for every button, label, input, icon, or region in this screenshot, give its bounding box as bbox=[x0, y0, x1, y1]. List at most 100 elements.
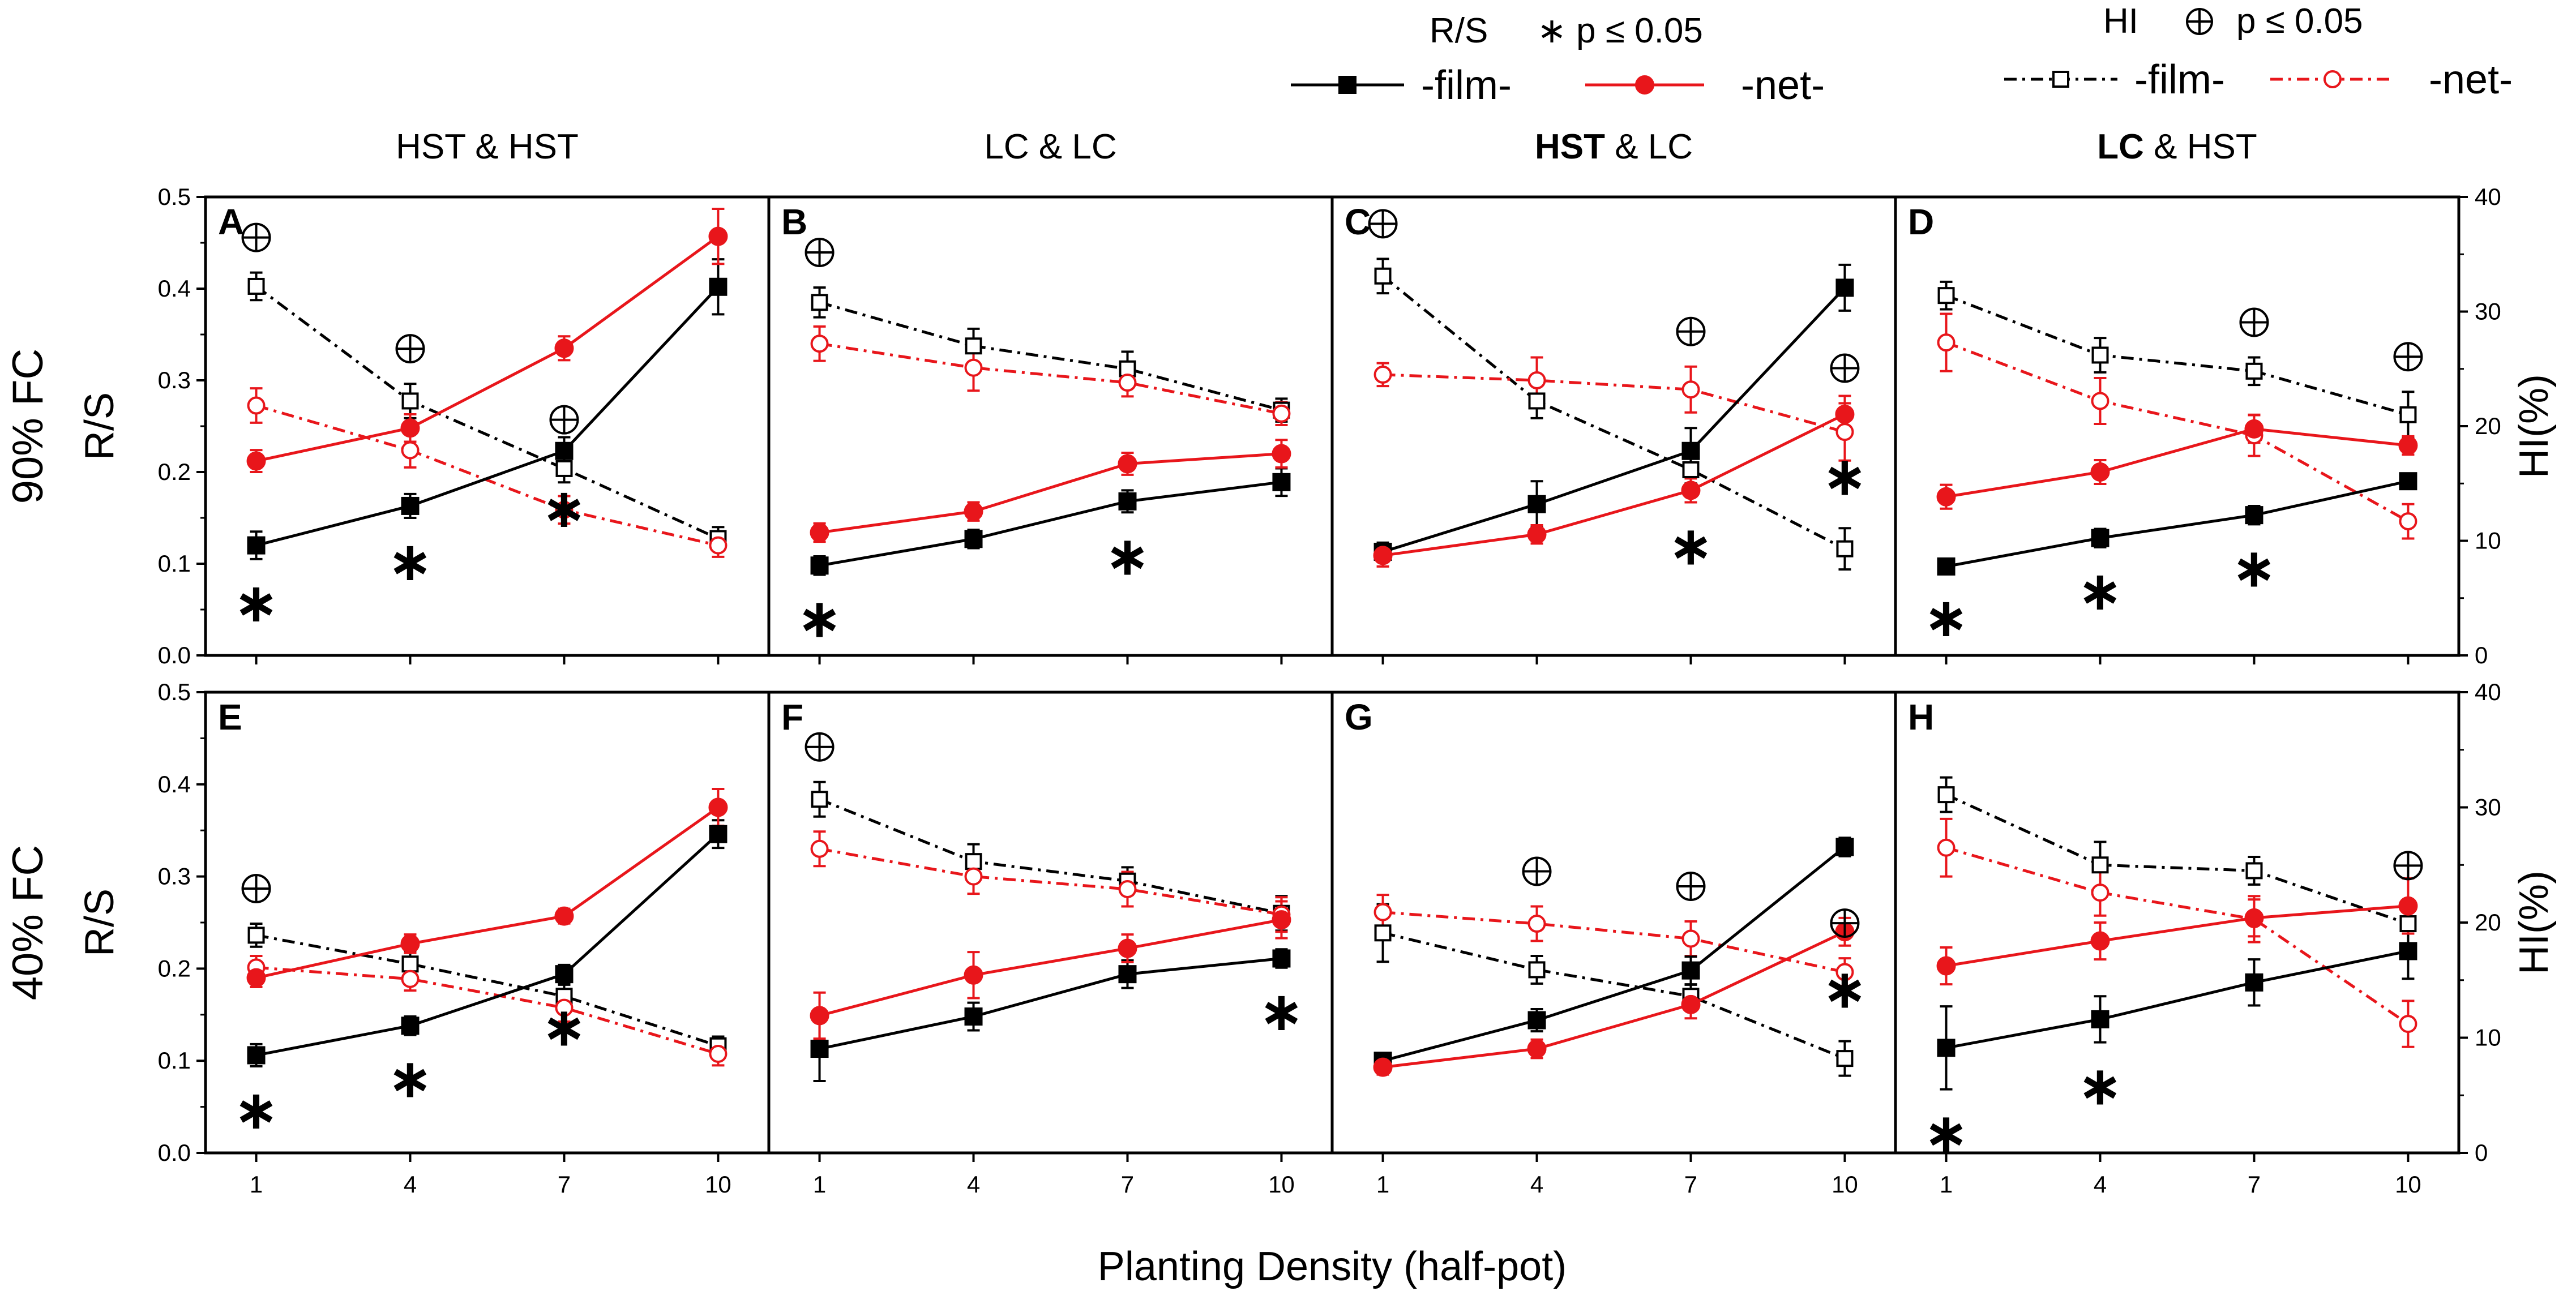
right-axis-tick-label: 30 bbox=[2475, 298, 2501, 325]
panel-letter: B bbox=[781, 201, 807, 242]
hi-net-point bbox=[1527, 371, 1546, 389]
rs-net-point bbox=[1936, 487, 1956, 507]
rs-film-point bbox=[1835, 278, 1854, 297]
rs-net-line bbox=[256, 235, 719, 463]
rs-net-point bbox=[2090, 462, 2110, 482]
hi-film-point bbox=[1682, 461, 1700, 478]
legend-rs-film-label: -film- bbox=[1421, 63, 1512, 108]
rs-film-point bbox=[247, 536, 266, 555]
right-axis-title: HI(%) bbox=[2511, 870, 2557, 975]
rs-net-point bbox=[1118, 454, 1137, 474]
legend-hi-film-label: -film- bbox=[2134, 57, 2225, 102]
rs-significance-star: ∗ bbox=[233, 1080, 279, 1140]
hi-net-line bbox=[1945, 341, 2409, 523]
hi-significance-oplus bbox=[1522, 856, 1552, 886]
right-axis-tick-label: 10 bbox=[2475, 527, 2501, 554]
hi-net-line bbox=[256, 966, 719, 1056]
panel-H: H ∗ ∗ bbox=[1908, 697, 2423, 1164]
left-axis-tick-label: 0.3 bbox=[158, 863, 191, 890]
panel-C: C ∗ ∗ bbox=[1345, 201, 1868, 576]
left-axis-title: R/S bbox=[77, 392, 122, 460]
rs-net-line bbox=[1946, 427, 2408, 499]
rs-net-point bbox=[1272, 444, 1291, 464]
hi-film-point bbox=[247, 927, 265, 944]
hi-significance-oplus bbox=[1676, 316, 1706, 346]
column-title-strong: HST bbox=[1535, 127, 1605, 166]
rs-significance-star: ∗ bbox=[1923, 1103, 1969, 1164]
hi-film-point bbox=[1374, 924, 1392, 942]
legend-rs-film-marker bbox=[1338, 76, 1357, 94]
hi-significance-oplus bbox=[805, 732, 835, 762]
rs-film-point bbox=[1527, 495, 1546, 513]
legend-hi-net-marker bbox=[2323, 70, 2342, 88]
hi-net-point bbox=[1527, 915, 1546, 933]
rs-significance-star: ∗ bbox=[233, 573, 279, 633]
hi-net-point bbox=[1118, 880, 1137, 898]
hi-net-point bbox=[1373, 903, 1392, 921]
hi-net-point bbox=[2091, 392, 2109, 410]
hi-film-line bbox=[819, 301, 1282, 412]
hi-net-point bbox=[401, 441, 420, 460]
hi-significance-oplus bbox=[1830, 908, 1860, 938]
rs-net-point bbox=[810, 522, 829, 542]
rs-significance-star: ∗ bbox=[2077, 1056, 2123, 1117]
hi-film-point bbox=[1937, 786, 1955, 804]
column-title-rest: HST & HST bbox=[396, 127, 579, 166]
rs-film-point bbox=[709, 825, 728, 843]
hi-film-point bbox=[401, 955, 419, 973]
hi-net-point bbox=[810, 839, 829, 858]
x-axis-tick-label: 1 bbox=[1940, 1171, 1953, 1198]
hi-net-point bbox=[1373, 365, 1392, 384]
rs-significance-star: ∗ bbox=[797, 588, 842, 649]
rs-net-point bbox=[1681, 994, 1701, 1014]
rs-net-line bbox=[1383, 413, 1846, 557]
rs-film-point bbox=[1937, 557, 1955, 576]
rs-significance-star: ∗ bbox=[1668, 516, 1713, 576]
hi-film-point bbox=[1937, 287, 1955, 304]
rs-film-line bbox=[1382, 846, 1846, 1062]
column-title-strong: LC bbox=[2097, 127, 2144, 166]
hi-film-point bbox=[1836, 1050, 1854, 1067]
rs-net-point bbox=[1527, 1039, 1547, 1059]
rs-film-line bbox=[819, 957, 1282, 1050]
rs-net-line bbox=[819, 918, 1282, 1017]
panel-A: A ∗ ∗ ∗ bbox=[218, 201, 728, 633]
rs-net-point bbox=[708, 226, 728, 246]
x-axis-tick-label: 1 bbox=[813, 1171, 826, 1198]
rs-significance-star: ∗ bbox=[1259, 981, 1304, 1042]
hi-net-point bbox=[247, 396, 266, 415]
panel-letter: C bbox=[1345, 201, 1371, 242]
panel-F: F∗ bbox=[781, 697, 1304, 1083]
left-axis-tick-label: 0.5 bbox=[158, 679, 191, 705]
rs-net-point bbox=[1118, 938, 1137, 958]
hi-film-point bbox=[247, 277, 265, 295]
column-title: LC & HST bbox=[2097, 127, 2257, 166]
hi-significance-oplus bbox=[241, 222, 271, 252]
hi-film-point bbox=[1836, 540, 1854, 557]
hi-film-point bbox=[811, 294, 828, 311]
hi-film-point bbox=[1528, 961, 1546, 979]
column-title-rest: & HST bbox=[2144, 127, 2257, 166]
left-axis-tick-label: 0.4 bbox=[158, 771, 191, 797]
rs-film-line bbox=[1382, 286, 1846, 554]
rs-net-point bbox=[708, 797, 728, 817]
hi-net-point bbox=[1272, 404, 1291, 423]
legend-rs-net-label: -net- bbox=[1741, 63, 1825, 108]
rs-film-line bbox=[256, 833, 720, 1057]
hi-significance-oplus bbox=[2393, 851, 2423, 881]
hi-net-point bbox=[964, 358, 983, 377]
rs-net-point bbox=[2398, 436, 2418, 456]
rs-net-point bbox=[1527, 525, 1547, 544]
rs-film-point bbox=[709, 277, 728, 296]
rs-net-point bbox=[1373, 546, 1393, 565]
left-axis-tick-label: 0.5 bbox=[158, 183, 191, 210]
hi-net-point bbox=[555, 998, 574, 1017]
hi-net-point bbox=[1118, 374, 1137, 392]
rs-net-point bbox=[554, 338, 574, 358]
right-axis-tick-label: 0 bbox=[2475, 642, 2488, 668]
hi-film-point bbox=[1528, 392, 1546, 410]
rs-film-point bbox=[1118, 492, 1137, 511]
hi-film-line bbox=[1945, 294, 2409, 417]
